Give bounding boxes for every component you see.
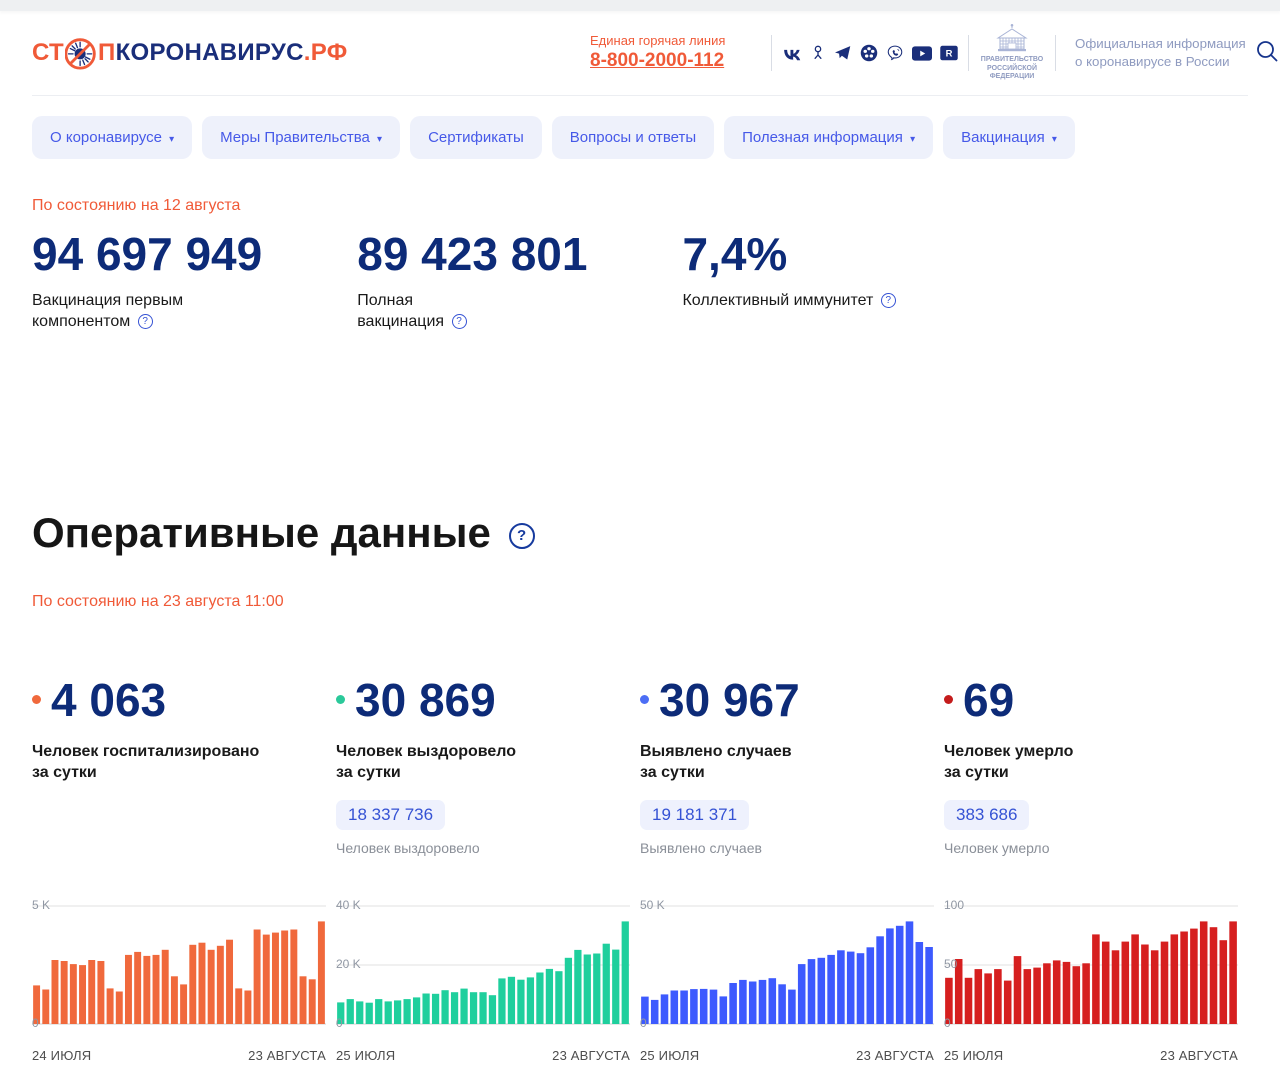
svg-text:R: R [946,49,953,60]
